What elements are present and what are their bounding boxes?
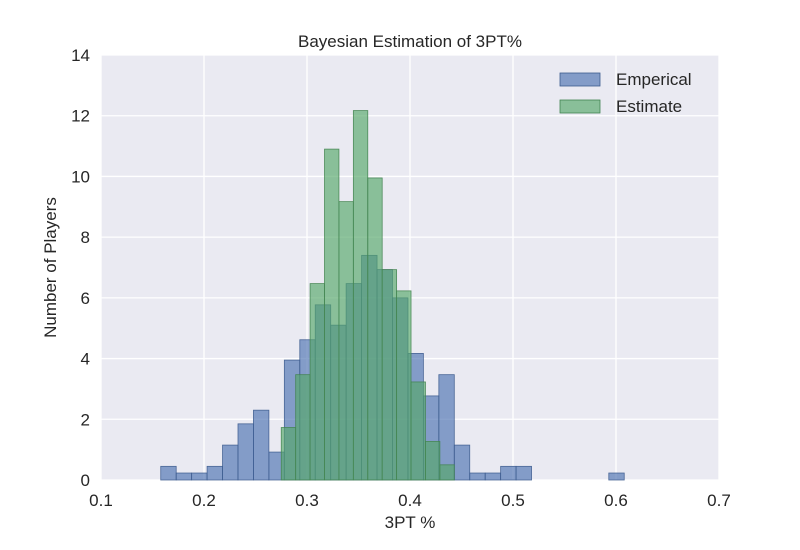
y-axis-ticks: 0 2 4 6 8 10 12 14 (71, 46, 90, 490)
histogram-bar (469, 472, 486, 481)
x-tick-label: 0.1 (89, 491, 113, 510)
x-tick-label: 0.6 (604, 491, 628, 510)
y-tick-label: 8 (81, 228, 90, 247)
histogram-bar (324, 148, 340, 481)
histogram-bar (396, 290, 412, 481)
histogram-bar (515, 465, 532, 481)
histogram-bar (608, 472, 625, 481)
bars (160, 110, 625, 481)
y-tick-label: 4 (81, 350, 90, 369)
histogram-bar (453, 444, 471, 481)
histogram-bar (280, 427, 297, 481)
histogram-bar (439, 464, 455, 481)
x-axis-ticks: 0.1 0.2 0.3 0.4 0.5 0.6 0.7 (89, 491, 731, 510)
histogram-bar (160, 465, 177, 481)
legend-item-emperical: Emperical (559, 70, 692, 89)
histogram-bar (484, 472, 502, 481)
x-tick-label: 0.5 (501, 491, 525, 510)
histogram-bar (438, 374, 455, 481)
histogram-bar (410, 381, 426, 481)
x-axis-label: 3PT % (385, 513, 436, 532)
histogram-bar (338, 201, 354, 481)
y-tick-label: 2 (81, 410, 90, 429)
legend-swatch (559, 72, 601, 87)
y-axis-label: Number of Players (41, 197, 60, 338)
y-tick-label: 6 (81, 289, 90, 308)
histogram-bar (309, 283, 325, 481)
chart-title: Bayesian Estimation of 3PT% (298, 32, 522, 51)
y-tick-label: 12 (71, 107, 90, 126)
legend: Emperical Estimate (559, 70, 692, 116)
y-tick-label: 0 (81, 471, 90, 490)
x-tick-label: 0.3 (295, 491, 319, 510)
x-tick-label: 0.7 (707, 491, 731, 510)
histogram-bar (253, 409, 270, 481)
legend-label: Estimate (616, 97, 682, 116)
histogram-bar (206, 465, 223, 481)
histogram-bar (352, 110, 369, 481)
legend-swatch (559, 99, 601, 114)
legend-item-estimate: Estimate (559, 97, 682, 116)
histogram-bar (500, 465, 517, 481)
histogram-bar (237, 423, 254, 481)
histogram-bar (191, 472, 208, 481)
histogram-bar (367, 177, 383, 481)
x-tick-label: 0.2 (192, 491, 216, 510)
x-tick-label: 0.4 (398, 491, 422, 510)
histogram-bar (175, 472, 193, 481)
series-estimate (280, 110, 455, 481)
y-tick-label: 14 (71, 46, 90, 65)
histogram-bar (222, 444, 239, 481)
y-tick-label: 10 (71, 167, 90, 186)
histogram-bar (425, 441, 441, 481)
histogram-bar (295, 374, 311, 481)
histogram-bar (381, 269, 398, 481)
legend-label: Emperical (616, 70, 692, 89)
